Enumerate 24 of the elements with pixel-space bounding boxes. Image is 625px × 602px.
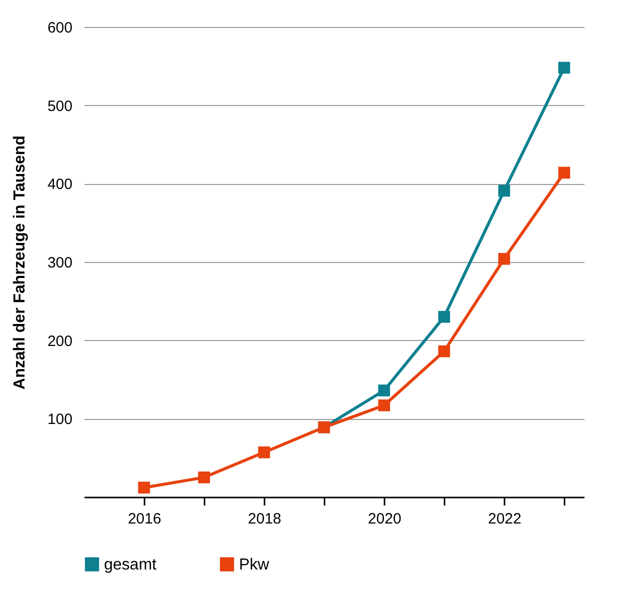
y-tick-label: 100 xyxy=(47,411,72,428)
point xyxy=(138,482,150,494)
point xyxy=(198,472,210,484)
x-tick-label: 2016 xyxy=(128,510,162,528)
y-tick-label: 500 xyxy=(47,98,72,115)
point xyxy=(438,310,450,323)
point xyxy=(558,166,570,179)
y-tick-label: 200 xyxy=(47,332,72,350)
point xyxy=(378,384,390,396)
y-tick-label: 400 xyxy=(47,176,72,194)
y-axis-title: Anzahl der Fahrzeuge in Tausend xyxy=(11,136,28,390)
point xyxy=(498,184,510,197)
point xyxy=(378,399,390,412)
point xyxy=(498,252,510,265)
point xyxy=(438,345,450,358)
legend-label: Pkw xyxy=(239,556,270,574)
legend-label: gesamt xyxy=(104,556,158,574)
point xyxy=(258,446,270,458)
x-tick-label: 2018 xyxy=(248,510,282,528)
point xyxy=(558,62,570,74)
y-tick-label: 300 xyxy=(47,254,72,272)
x-tick-label: 2020 xyxy=(368,510,402,528)
y-tick-label: 600 xyxy=(47,20,72,36)
x-tick-label: 2022 xyxy=(488,510,522,528)
